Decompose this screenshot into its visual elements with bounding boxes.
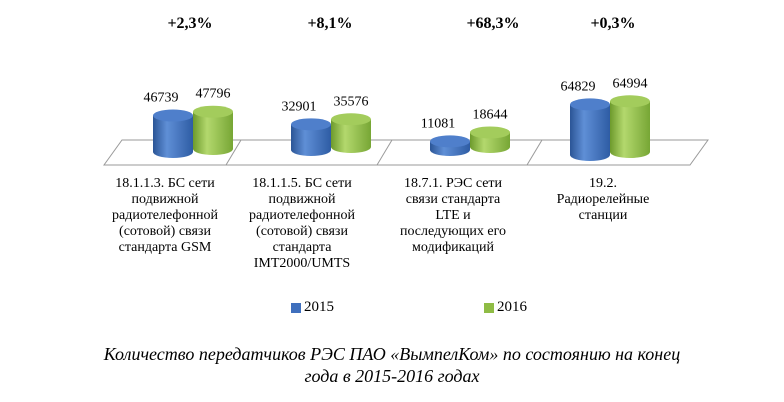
category-divider (526, 139, 543, 166)
category-label-line: стандарта GSM (118, 240, 212, 255)
category-label-line: подвижной (268, 192, 336, 207)
legend-swatch-2016 (484, 303, 494, 313)
bar-2016-4 (610, 95, 650, 158)
category-label-line: (сотовой) связи (119, 224, 211, 239)
value-label-2016-3: 18644 (473, 107, 508, 122)
category-label-line: последующих его (399, 224, 507, 239)
chart-caption: Количество передатчиков РЭС ПАО «ВымпелК… (0, 343, 784, 387)
legend-swatch-2015 (291, 303, 301, 313)
bar-2016-2 (331, 113, 371, 153)
category-label-line: 18.1.1.5. БС сети (252, 176, 352, 191)
category-label-3: 18.7.1. РЭС сети связи стандарта LTE и посл… (384, 176, 522, 256)
growth-label-1: +2,3% (167, 15, 212, 32)
category-label-4: 19.2. Радиорелейные станции (534, 176, 672, 224)
bar-2015-3 (430, 135, 470, 156)
value-label-2015-3: 11081 (421, 116, 455, 131)
growth-label-2: +8,1% (307, 15, 352, 32)
value-label-2016-4: 64994 (613, 76, 648, 91)
category-label-line: радиотелефонной (249, 208, 355, 223)
value-label-2016-2: 35576 (334, 94, 369, 109)
category-label-line: станции (578, 208, 628, 223)
caption-line-1: Количество передатчиков РЭС ПАО «ВымпелК… (103, 344, 681, 364)
category-divider (376, 139, 393, 166)
bar-2015-4 (570, 98, 610, 161)
category-label-line: Радиорелейные (556, 192, 650, 207)
category-label-line: (сотовой) связи (256, 224, 348, 239)
bar-2016-1 (193, 105, 233, 155)
category-divider (225, 139, 242, 166)
growth-label-3: +68,3% (466, 15, 519, 32)
category-label-line: модификаций (412, 240, 494, 255)
growth-label-4: +0,3% (590, 15, 635, 32)
legend-label-2015: 2015 (304, 299, 334, 315)
value-label-2015-4: 64829 (561, 79, 596, 94)
category-label-1: 18.1.1.3. БС сети подвижной радиотелефонно… (96, 176, 234, 256)
category-label-line: радиотелефонной (112, 208, 218, 223)
bar-2015-2 (291, 118, 331, 156)
category-label-line: подвижной (131, 192, 199, 207)
bar-2016-3 (470, 126, 510, 153)
chart-floor (103, 139, 709, 166)
category-label-2: 18.1.1.5. БС сети подвижной радиотелефонно… (233, 176, 371, 272)
legend-label-2016: 2016 (497, 299, 527, 315)
category-label-line: 19.2. (589, 176, 617, 191)
category-label-line: 18.7.1. РЭС сети (403, 176, 503, 191)
category-label-line: стандарта (272, 240, 332, 255)
value-label-2016-1: 47796 (196, 87, 231, 102)
category-label-line: связи стандарта (405, 192, 501, 207)
category-label-line: IMT2000/UMTS (253, 256, 351, 271)
bar-2015-1 (153, 109, 193, 158)
category-label-line: 18.1.1.3. БС сети (115, 176, 215, 191)
category-label-line: LTE и (435, 208, 471, 223)
caption-line-2: года в 2015-2016 годах (304, 366, 480, 386)
value-label-2015-1: 46739 (144, 91, 179, 106)
value-label-2015-2: 32901 (282, 99, 317, 114)
